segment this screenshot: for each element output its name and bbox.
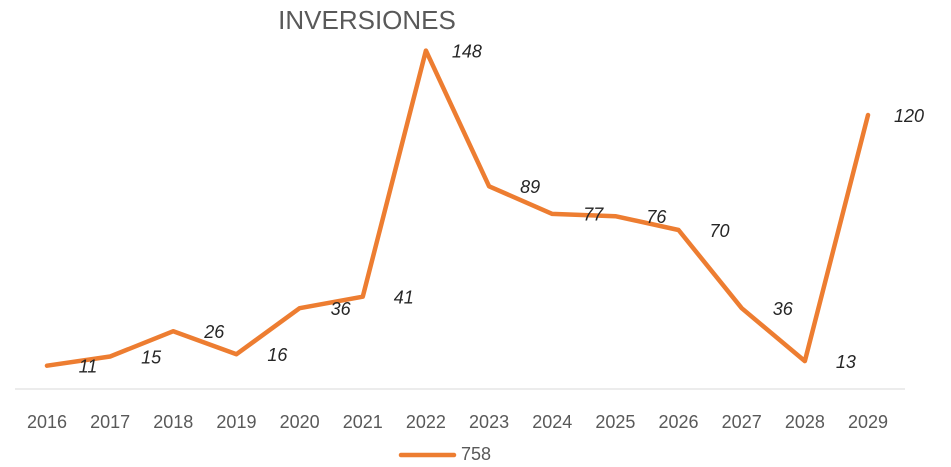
data-label: 15: [141, 347, 162, 367]
x-tick-label: 2017: [90, 412, 130, 432]
x-tick-label: 2021: [343, 412, 383, 432]
x-tick-label: 2027: [722, 412, 762, 432]
x-tick-label: 2029: [848, 412, 888, 432]
data-label: 148: [452, 41, 482, 61]
x-tick-label: 2026: [659, 412, 699, 432]
chart-title: INVERSIONES: [278, 5, 456, 35]
data-label: 36: [773, 299, 794, 319]
x-tick-label: 2019: [216, 412, 256, 432]
x-tick-label: 2023: [469, 412, 509, 432]
x-tick-label: 2020: [280, 412, 320, 432]
legend-label: 758: [461, 444, 491, 464]
data-label: 41: [394, 287, 414, 307]
data-label: 77: [583, 205, 604, 225]
x-tick-label: 2018: [153, 412, 193, 432]
data-label: 36: [331, 299, 352, 319]
x-tick-label: 2024: [532, 412, 572, 432]
x-tick-label: 2016: [27, 412, 67, 432]
data-label: 26: [203, 322, 225, 342]
data-label: 13: [836, 352, 856, 372]
data-label: 89: [520, 177, 540, 197]
data-label: 16: [267, 345, 288, 365]
data-label: 70: [710, 221, 730, 241]
x-tick-label: 2022: [406, 412, 446, 432]
x-tick-label: 2028: [785, 412, 825, 432]
x-tick-label: 2025: [595, 412, 635, 432]
data-label: 11: [79, 356, 98, 376]
data-label: 76: [646, 207, 667, 227]
data-line: [44, 48, 871, 368]
data-label: 120: [894, 106, 924, 126]
